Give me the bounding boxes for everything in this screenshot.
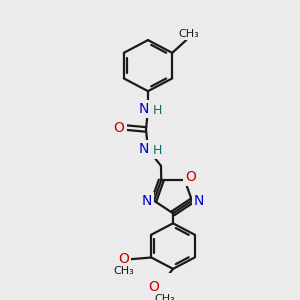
Text: CH₃: CH₃ [113,266,134,276]
Text: H: H [152,104,162,117]
Text: H: H [152,144,162,157]
Text: O: O [114,121,124,135]
Text: O: O [118,252,129,266]
Text: N: N [139,102,149,116]
Text: N: N [142,194,152,208]
Text: O: O [185,170,196,184]
Text: N: N [194,194,204,208]
Text: CH₃: CH₃ [154,294,176,300]
Text: N: N [139,142,149,157]
Text: O: O [148,280,159,294]
Text: CH₃: CH₃ [179,29,200,39]
